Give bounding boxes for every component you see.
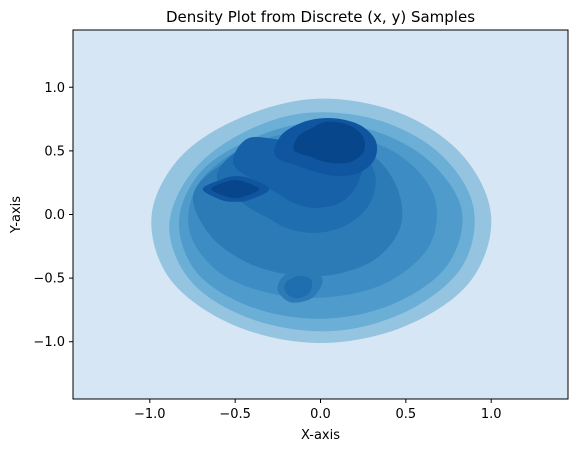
y-tick-label: 0.5 [44, 144, 65, 159]
plot-area [72, 29, 569, 400]
density-level-6-lower [284, 275, 313, 299]
x-tick-label: 0.5 [396, 407, 417, 422]
x-axis-title: X-axis [301, 428, 340, 443]
x-tick-label: 1.0 [481, 407, 502, 422]
density-level-9-upper [293, 121, 366, 164]
density-contours [151, 98, 492, 344]
density-level-9-left [211, 180, 260, 198]
chart-title: Density Plot from Discrete (x, y) Sample… [166, 8, 475, 26]
x-tick-label: −1.0 [134, 407, 166, 422]
y-tick-label: −0.5 [33, 272, 65, 287]
x-tick-label: 0.0 [310, 407, 331, 422]
x-tick-label: −0.5 [219, 407, 251, 422]
y-tick-label: 1.0 [44, 81, 65, 96]
x-axis: −1.0 −0.5 0.0 0.5 1.0 [134, 399, 502, 422]
y-axis: −1.0 −0.5 0.0 0.5 1.0 [33, 81, 73, 350]
y-tick-label: −1.0 [33, 335, 65, 350]
y-tick-label: 0.0 [44, 208, 65, 223]
y-axis-title: Y-axis [9, 196, 24, 234]
